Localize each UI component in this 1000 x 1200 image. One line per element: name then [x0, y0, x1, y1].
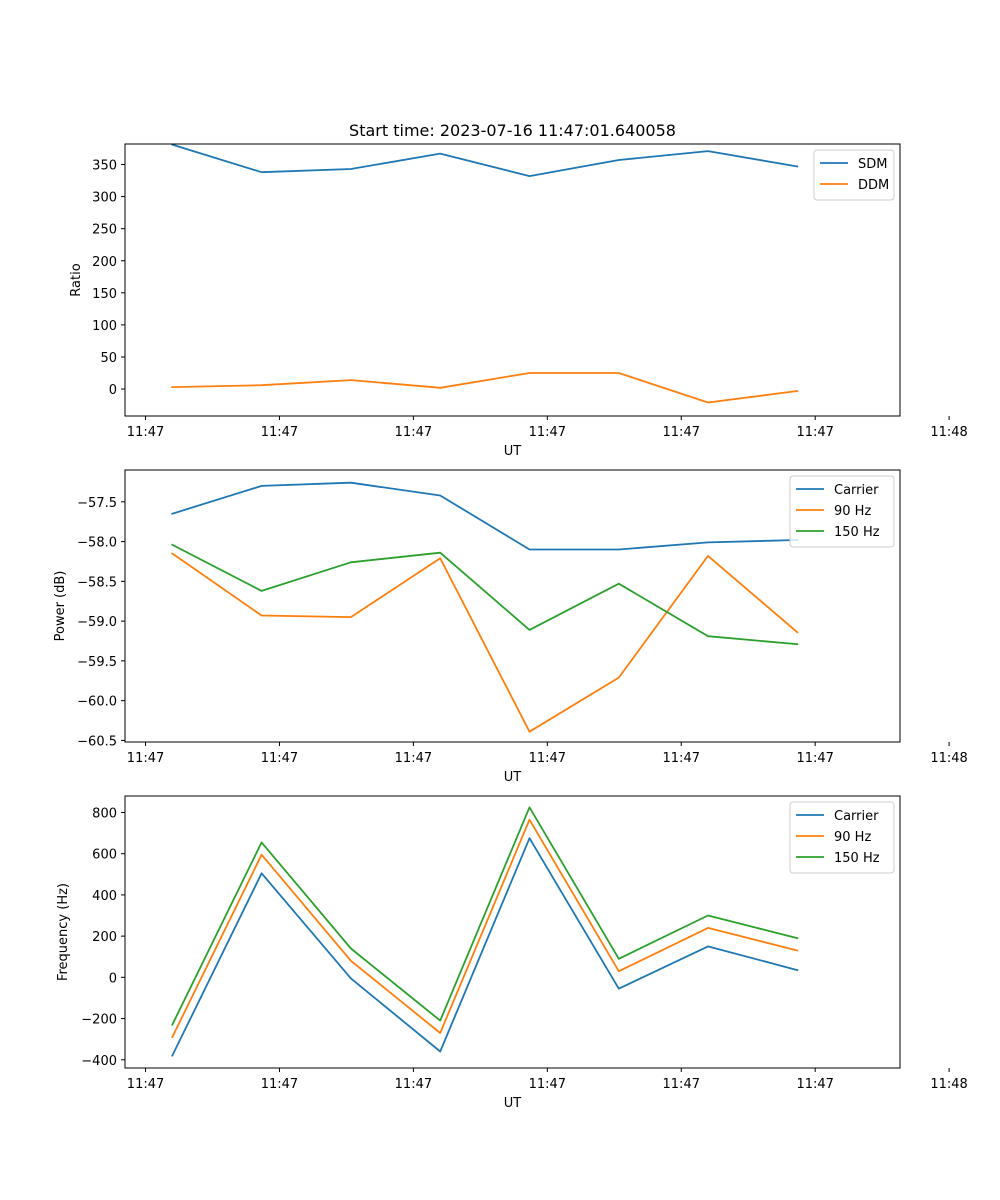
x-tick-label: 11:47	[796, 751, 833, 766]
y-axis-label: Frequency (Hz)	[56, 883, 71, 981]
y-tick-label: 100	[92, 319, 117, 334]
y-tick-label: −59.0	[77, 615, 117, 630]
y-tick-label: −57.5	[77, 496, 117, 511]
chart-panel-2: 11:47 11:47 11:47 11:47 11:47 11:47 11:48 −57.5…	[53, 469, 968, 785]
x-tick-label: 11:48	[930, 425, 967, 440]
x-tick-label: 11:47	[529, 425, 566, 440]
series-line-150-hz	[171, 543, 799, 646]
x-axis-label: UT	[504, 1096, 522, 1111]
x-axis-label: UT	[504, 770, 522, 785]
series-line-carrier	[171, 481, 799, 551]
y-tick-label: 200	[92, 255, 117, 270]
x-tick-label: 11:47	[663, 425, 700, 440]
legend: Carrier 90 Hz 150 Hz	[789, 475, 895, 548]
y-tick-label: 0	[109, 383, 117, 398]
legend-label: Carrier	[834, 483, 879, 498]
x-tick-label: 11:47	[261, 1077, 298, 1092]
x-tick-label: 11:47	[663, 751, 700, 766]
chart-panel-3: 11:47 11:47 11:47 11:47 11:47 11:47 11:48 800 60…	[56, 795, 968, 1111]
chart-title: Start time: 2023-07-16 11:47:01.640058	[349, 121, 676, 140]
x-tick-label: 11:47	[261, 425, 298, 440]
series-line-ddm	[171, 372, 799, 404]
x-tick-label: 11:47	[395, 425, 432, 440]
chart-panel-1: Start time: 2023-07-16 11:47:01.640058 11…	[69, 121, 968, 459]
legend: SDM DDM	[813, 149, 895, 201]
y-tick-label: −60.0	[77, 695, 117, 710]
y-tick-label: 300	[92, 191, 117, 206]
series-line-90-hz	[171, 818, 799, 1039]
x-tick-label: 11:47	[529, 751, 566, 766]
series-line-sdm	[171, 143, 799, 178]
y-tick-label: 250	[92, 223, 117, 238]
plot-frame	[124, 795, 901, 1069]
legend-label: DDM	[858, 178, 889, 193]
x-tick-label: 11:48	[930, 1077, 967, 1092]
series-line-carrier	[171, 837, 799, 1057]
legend-label: Carrier	[834, 809, 879, 824]
y-axis-label: Power (dB)	[53, 571, 68, 642]
legend-box	[789, 801, 895, 874]
y-axis-label: Ratio	[69, 263, 84, 296]
y-tick-label: −58.5	[77, 575, 117, 590]
x-tick-label: 11:47	[395, 1077, 432, 1092]
y-tick-label: 600	[92, 848, 117, 863]
x-tick-label: 11:47	[127, 425, 164, 440]
x-tick-label: 11:47	[127, 1077, 164, 1092]
x-tick-label: 11:47	[395, 751, 432, 766]
legend-label: 150 Hz	[834, 525, 880, 540]
y-tick-label: −59.5	[77, 655, 117, 670]
y-tick-label: 400	[92, 889, 117, 904]
x-tick-label: 11:47	[663, 1077, 700, 1092]
y-tick-label: 200	[92, 930, 117, 945]
legend-box	[789, 475, 895, 548]
x-tick-label: 11:48	[930, 751, 967, 766]
y-tick-label: 0	[109, 971, 117, 986]
y-tick-label: −58.0	[77, 536, 117, 551]
x-tick-label: 11:47	[796, 425, 833, 440]
y-tick-label: −200	[81, 1013, 117, 1028]
plot-frame	[124, 469, 901, 743]
y-tick-label: −400	[81, 1054, 117, 1069]
series-line-150-hz	[171, 806, 799, 1026]
plot-frame	[124, 143, 901, 417]
x-tick-label: 11:47	[529, 1077, 566, 1092]
x-tick-label: 11:47	[796, 1077, 833, 1092]
x-tick-label: 11:47	[127, 751, 164, 766]
y-tick-label: 800	[92, 806, 117, 821]
y-tick-label: 50	[100, 351, 117, 366]
legend-label: SDM	[858, 157, 887, 172]
y-tick-label: −60.5	[77, 734, 117, 749]
x-axis-label: UT	[504, 444, 522, 459]
x-tick-label: 11:47	[261, 751, 298, 766]
legend-label: 150 Hz	[834, 851, 880, 866]
y-tick-label: 350	[92, 159, 117, 174]
legend-label: 90 Hz	[834, 830, 871, 845]
legend-label: 90 Hz	[834, 504, 871, 519]
series-line-90-hz	[171, 552, 799, 733]
y-tick-label: 150	[92, 287, 117, 302]
legend: Carrier 90 Hz 150 Hz	[789, 801, 895, 874]
